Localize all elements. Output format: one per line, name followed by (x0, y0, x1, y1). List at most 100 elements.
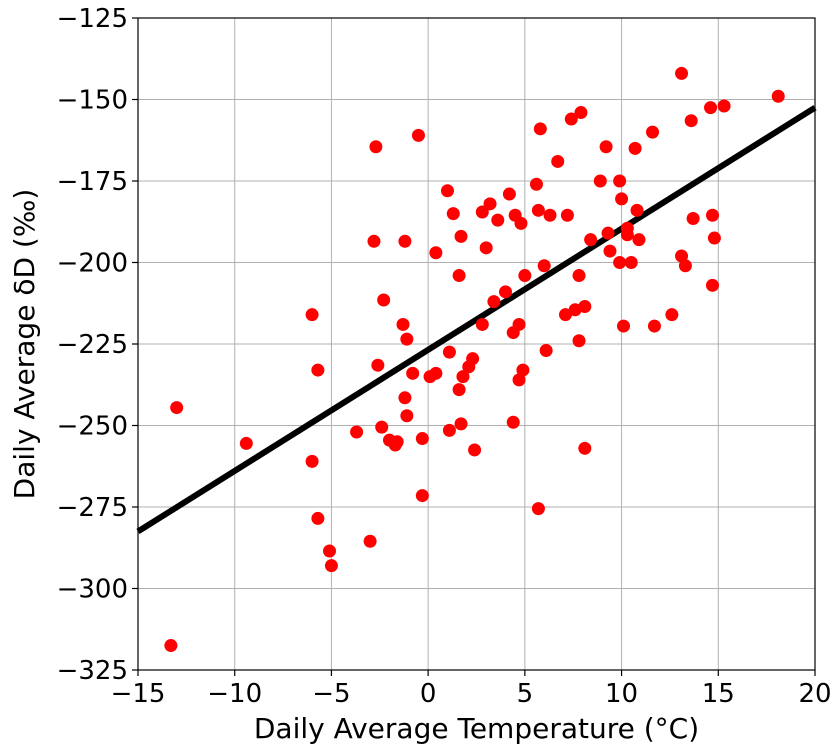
data-point (164, 639, 178, 653)
data-point (533, 122, 547, 136)
data-point (479, 241, 493, 255)
data-point (574, 106, 588, 120)
data-point (452, 383, 466, 397)
data-point (603, 244, 617, 258)
data-point (646, 125, 660, 139)
data-point (560, 208, 574, 222)
data-point (531, 502, 545, 516)
data-point (537, 259, 551, 273)
data-point (531, 203, 545, 217)
data-point (514, 216, 528, 230)
data-point (377, 293, 391, 307)
data-point (363, 534, 377, 548)
data-point (678, 259, 692, 273)
data-point (543, 208, 557, 222)
data-point (572, 269, 586, 283)
data-point (558, 308, 572, 322)
data-point (665, 308, 679, 322)
data-point (466, 352, 480, 366)
data-point (400, 409, 414, 423)
data-point (613, 256, 627, 269)
data-point (400, 332, 414, 346)
data-point (487, 295, 501, 309)
x-tick-label: 5 (517, 679, 534, 709)
data-point (305, 308, 319, 322)
data-point (429, 246, 443, 260)
data-point (371, 358, 385, 372)
x-tick-label: 10 (605, 679, 638, 709)
data-point (564, 112, 578, 126)
data-point (578, 441, 592, 455)
y-tick-label: −275 (57, 493, 128, 523)
data-point (529, 177, 543, 191)
data-point (624, 256, 638, 269)
data-point (415, 432, 429, 446)
grid-lines (137, 17, 816, 671)
data-point (707, 231, 721, 245)
data-point (628, 141, 642, 155)
data-point (705, 208, 719, 222)
x-tick-label: 20 (798, 679, 831, 709)
data-point (442, 345, 456, 359)
y-tick-label: −300 (57, 575, 128, 605)
x-tick-label: 0 (420, 679, 437, 709)
data-point (398, 234, 412, 248)
data-point (632, 233, 646, 247)
data-point (717, 99, 731, 113)
data-point (675, 66, 689, 80)
x-tick-label: −5 (312, 679, 350, 709)
data-point (446, 207, 460, 221)
data-point (468, 443, 482, 457)
y-tick-label: −200 (57, 249, 128, 279)
y-tick-label: −175 (57, 167, 128, 197)
data-point (615, 192, 629, 206)
y-axis-label: Daily Average δD (‰) (8, 189, 41, 500)
data-point (599, 140, 613, 154)
data-point (506, 415, 520, 429)
data-point (475, 317, 489, 331)
x-tick-label: −10 (207, 679, 262, 709)
data-point (442, 423, 456, 437)
data-point (411, 128, 425, 142)
data-point (647, 319, 661, 333)
data-point (630, 203, 644, 217)
data-point (311, 363, 325, 377)
data-point (704, 101, 718, 115)
data-point (512, 373, 526, 387)
data-point (578, 300, 592, 314)
regression-line (136, 105, 817, 534)
data-point (584, 233, 598, 247)
data-point (390, 435, 404, 449)
y-tick-label: −150 (57, 86, 128, 116)
data-point (518, 269, 532, 283)
data-point (601, 226, 615, 240)
x-tick-label: −15 (111, 679, 166, 709)
data-point (324, 559, 338, 573)
data-point (572, 334, 586, 348)
data-point (429, 366, 443, 380)
data-point (170, 401, 184, 415)
x-tick-label: 15 (702, 679, 735, 709)
data-point (491, 213, 505, 227)
data-point (369, 140, 383, 154)
data-point (483, 197, 497, 211)
data-point (771, 89, 785, 103)
data-point (686, 211, 700, 225)
data-point (593, 174, 607, 188)
data-point (375, 420, 389, 434)
data-point (396, 317, 410, 331)
data-point (305, 454, 319, 468)
data-point (512, 317, 526, 331)
data-point (456, 370, 470, 384)
data-point (415, 489, 429, 503)
data-point (551, 154, 565, 168)
x-axis-label: Daily Average Temperature (°C) (254, 712, 699, 745)
data-point (452, 269, 466, 283)
y-tick-label: −325 (57, 656, 128, 686)
data-point (322, 544, 336, 558)
data-point (613, 174, 627, 188)
data-point (311, 511, 325, 525)
x-axis-ticks: −15 −10 −5 0 5 10 15 20 (111, 670, 832, 709)
data-point (367, 234, 381, 248)
